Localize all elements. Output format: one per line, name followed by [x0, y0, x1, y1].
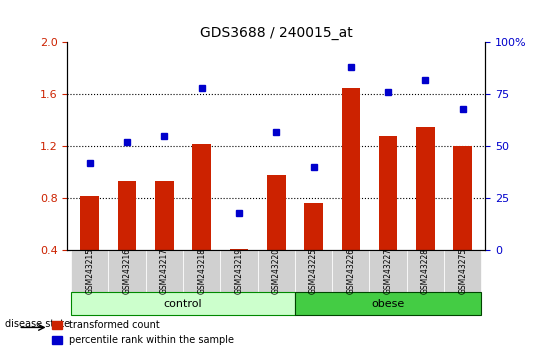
FancyBboxPatch shape: [295, 292, 481, 315]
FancyBboxPatch shape: [146, 250, 183, 292]
Bar: [379, 136, 397, 250]
Bar: [416, 127, 435, 250]
FancyBboxPatch shape: [407, 250, 444, 292]
Bar: [267, 175, 286, 250]
Text: disease state: disease state: [5, 319, 71, 329]
Text: GSM243215: GSM243215: [85, 248, 94, 294]
Bar: [80, 196, 99, 250]
Text: GSM243275: GSM243275: [458, 248, 467, 295]
Text: GSM243217: GSM243217: [160, 248, 169, 294]
FancyBboxPatch shape: [369, 250, 407, 292]
Bar: [192, 144, 211, 250]
FancyBboxPatch shape: [444, 250, 481, 292]
Text: GSM243220: GSM243220: [272, 248, 281, 294]
Bar: [304, 204, 323, 250]
Bar: [155, 181, 174, 250]
Text: obese: obese: [371, 299, 405, 309]
Bar: [453, 146, 472, 250]
Bar: [342, 88, 360, 250]
FancyBboxPatch shape: [258, 250, 295, 292]
Legend: transformed count, percentile rank within the sample: transformed count, percentile rank withi…: [48, 316, 238, 349]
Bar: [230, 249, 248, 250]
FancyBboxPatch shape: [220, 250, 258, 292]
Text: control: control: [164, 299, 202, 309]
Text: GSM243227: GSM243227: [384, 248, 392, 294]
Text: GSM243219: GSM243219: [234, 248, 244, 294]
Bar: [118, 181, 136, 250]
Title: GDS3688 / 240015_at: GDS3688 / 240015_at: [200, 26, 353, 40]
Text: GSM243225: GSM243225: [309, 248, 318, 294]
FancyBboxPatch shape: [71, 250, 108, 292]
FancyBboxPatch shape: [183, 250, 220, 292]
Text: GSM243228: GSM243228: [421, 248, 430, 294]
FancyBboxPatch shape: [332, 250, 369, 292]
Text: GSM243216: GSM243216: [122, 248, 132, 294]
FancyBboxPatch shape: [108, 250, 146, 292]
Text: GSM243226: GSM243226: [347, 248, 355, 294]
Text: GSM243218: GSM243218: [197, 248, 206, 294]
FancyBboxPatch shape: [71, 292, 295, 315]
FancyBboxPatch shape: [295, 250, 332, 292]
